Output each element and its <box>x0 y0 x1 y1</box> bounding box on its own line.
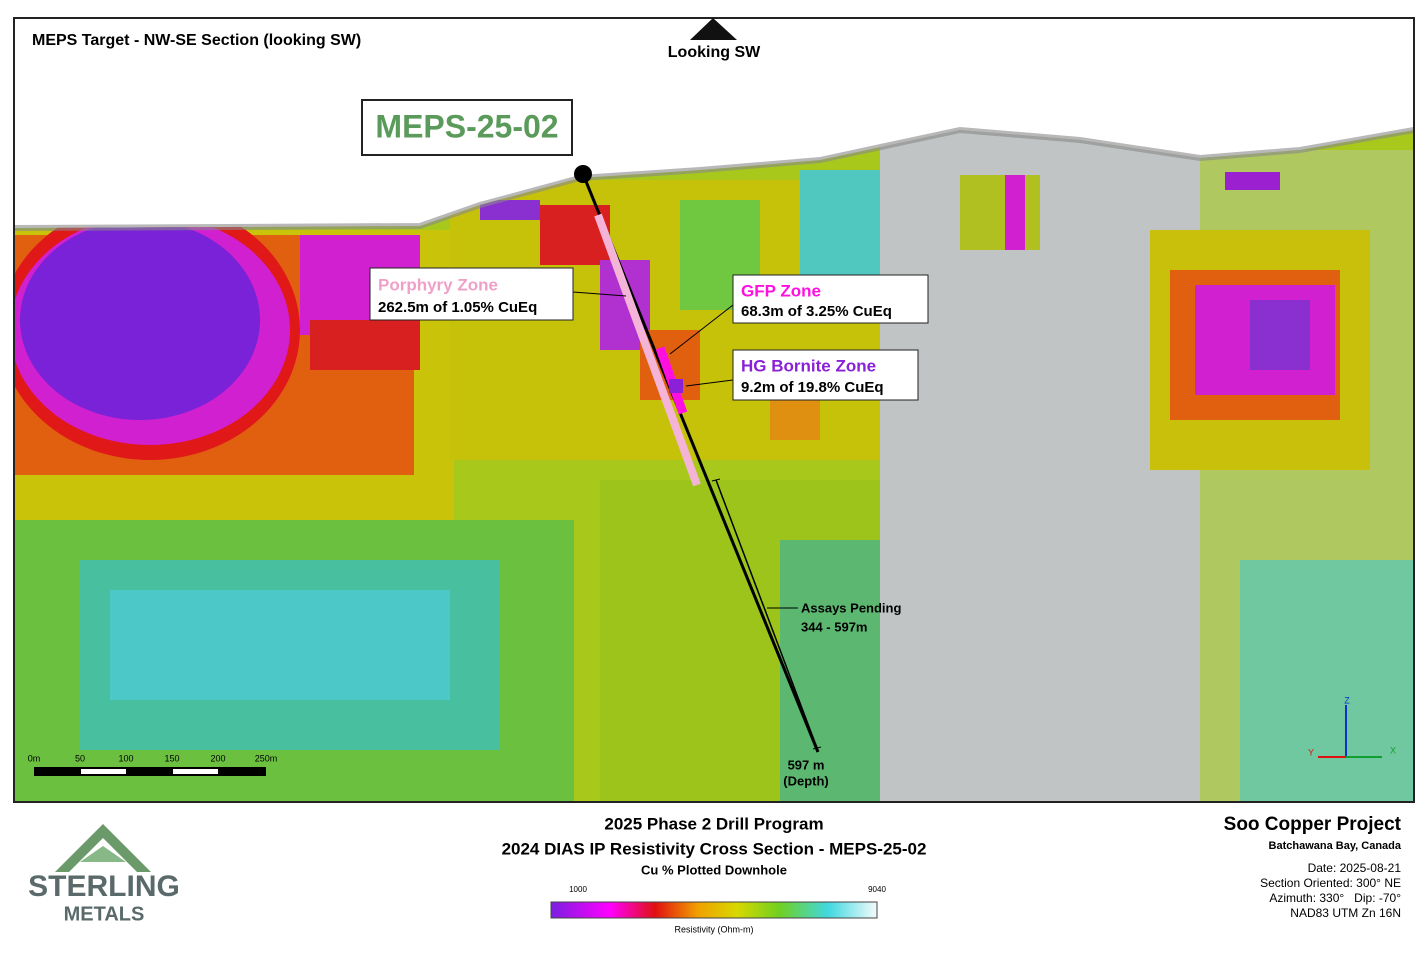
scale-label: 250m <box>255 753 278 763</box>
colorbar-label: 9040 <box>868 885 886 894</box>
project-detail: Date: 2025-08-21 <box>1308 861 1402 875</box>
pending-title: Assays Pending <box>801 600 901 615</box>
bracket-end <box>711 478 721 482</box>
scale-label: 0m <box>28 753 41 763</box>
zone-detail: 9.2m of 19.8% CuEq <box>741 379 884 396</box>
axis-label: X <box>1390 745 1396 755</box>
leader <box>685 379 734 387</box>
scale-bar: 0m 50 100 150 200 250m <box>28 753 278 776</box>
logo-line: STERLING <box>28 870 180 903</box>
resistivity-field <box>14 130 1414 802</box>
callout-box <box>369 267 574 321</box>
colorbar-label: 1000 <box>569 885 587 894</box>
colorbar-title: Resistivity (Ohm-m) <box>675 924 754 934</box>
scale-label: 200 <box>210 753 225 763</box>
frame <box>13 17 1415 803</box>
project-detail: NAD83 UTM Zn 16N <box>1290 906 1401 920</box>
callout-box <box>732 349 919 401</box>
footer-title: 2024 DIAS IP Resistivity Cross Section -… <box>502 839 927 858</box>
logo-mark <box>55 824 151 872</box>
porphyry-interval <box>594 213 701 487</box>
footer-subtitle: Cu % Plotted Downhole <box>641 862 787 877</box>
pending-bracket <box>715 479 818 749</box>
callout-box <box>732 274 929 324</box>
scale-segment <box>81 769 126 774</box>
view-arrow <box>690 18 737 40</box>
project-location: Batchawana Bay, Canada <box>1269 840 1402 852</box>
bornite-interval <box>669 379 683 393</box>
footer-title: 2025 Phase 2 Drill Program <box>604 814 823 833</box>
axis-triad: Z X Y <box>1308 695 1396 758</box>
logo: STERLING METALS <box>28 824 180 925</box>
collar <box>574 165 592 183</box>
zone-detail: 262.5m of 1.05% CuEq <box>378 299 537 316</box>
depth-value: 597 m <box>788 757 825 772</box>
depth-note: (Depth) <box>783 773 829 788</box>
scale-label: 50 <box>75 753 85 763</box>
scale-segment <box>34 767 266 776</box>
project-detail: Azimuth: 330° Dip: -70° <box>1269 891 1401 905</box>
project-name: Soo Copper Project <box>1224 814 1402 835</box>
view-label: Looking SW <box>668 44 761 61</box>
terrain <box>13 126 1415 231</box>
scale-segment <box>173 769 218 774</box>
leader <box>572 291 627 297</box>
scale-label: 100 <box>118 753 133 763</box>
hole-label: MEPS-25-02 <box>375 108 558 144</box>
logo-mark <box>80 846 126 862</box>
zone-name: HG Bornite Zone <box>741 356 876 375</box>
logo-line: METALS <box>64 903 145 925</box>
axis-label: Z <box>1344 695 1350 705</box>
colorbar <box>550 901 878 919</box>
leader <box>669 304 734 355</box>
axis-label: Y <box>1308 747 1314 757</box>
map-title: MEPS Target - NW-SE Section (looking SW) <box>32 32 361 49</box>
scale-label: 150 <box>164 753 179 763</box>
zone-detail: 68.3m of 3.25% CuEq <box>741 303 892 320</box>
hole-box <box>361 99 573 156</box>
pending-range: 344 - 597m <box>801 619 868 634</box>
project-detail: Section Oriented: 300° NE <box>1260 876 1401 890</box>
zone-name: GFP Zone <box>741 281 821 300</box>
bracket-end <box>812 746 822 750</box>
zone-name: Porphyry Zone <box>378 275 498 294</box>
